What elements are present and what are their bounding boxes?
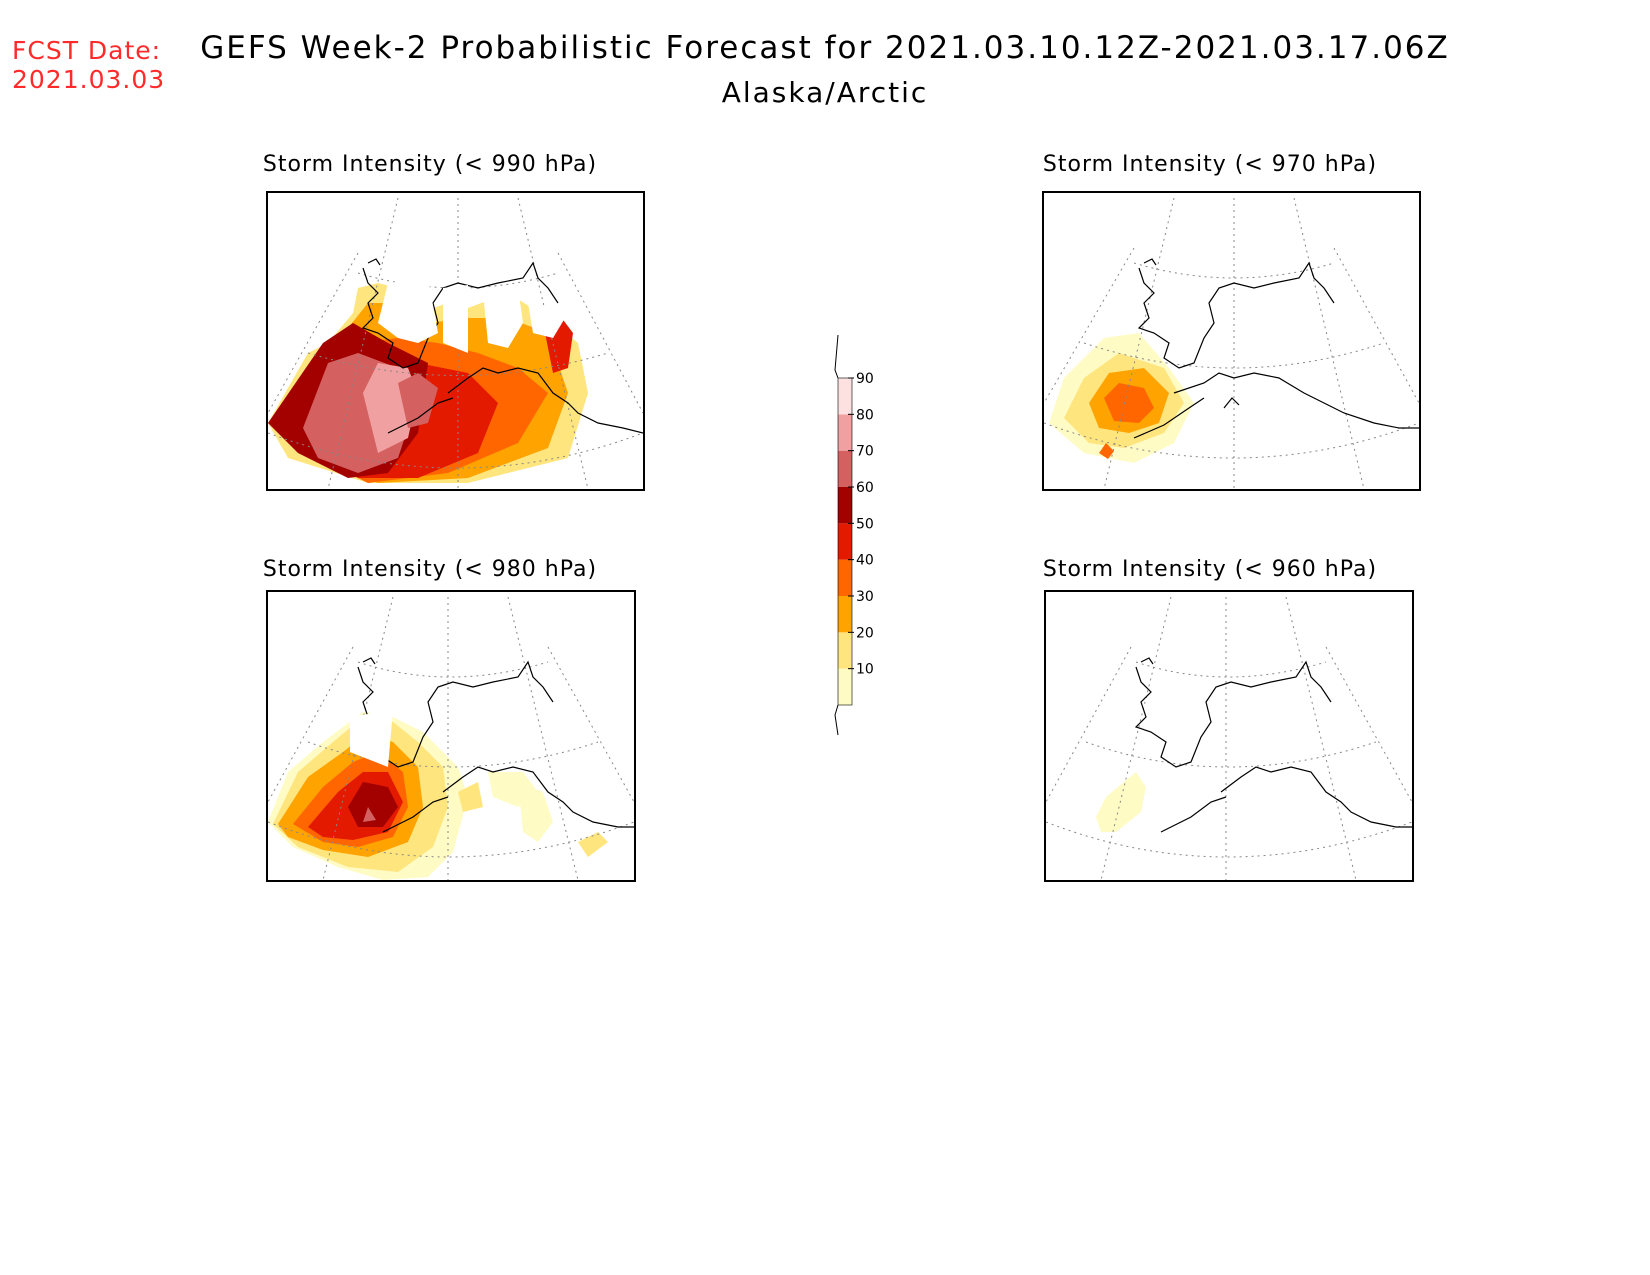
colorbar-swatch [838, 596, 852, 633]
panel-title-960: Storm Intensity (< 960 hPa) [1042, 557, 1378, 582]
colorbar-swatch [838, 414, 852, 451]
map-panel-970 [1042, 191, 1421, 491]
colorbar-tick-label: 10 [856, 662, 874, 678]
colorbar-swatch [838, 487, 852, 524]
map-990-svg [268, 197, 643, 489]
forecast-date-label: FCST Date: [12, 36, 162, 65]
probability-shading-970 [1049, 333, 1194, 463]
probability-shading-960 [1096, 772, 1146, 832]
colorbar-top-cap [834, 334, 839, 379]
no-data-mask-980 [350, 710, 393, 767]
colorbar-tick-label: 60 [856, 480, 874, 496]
grid-lines-960 [1046, 596, 1412, 880]
colorbar-tick-label: 70 [856, 444, 874, 460]
panel-title-990: Storm Intensity (< 990 hPa) [262, 152, 598, 177]
coastline-960 [1134, 657, 1412, 833]
colorbar-swatch [838, 523, 852, 560]
map-panel-980 [266, 590, 636, 882]
probability-shading-980 [268, 712, 608, 880]
colorbar-swatches [837, 377, 853, 706]
colorbar-tick-label: 20 [856, 625, 874, 641]
colorbar-tick-label: 40 [856, 553, 874, 569]
coastline-970 [1133, 258, 1419, 439]
colorbar-tick-label: 80 [856, 407, 874, 423]
colorbar-tick-label: 30 [856, 589, 874, 605]
map-panel-990 [266, 191, 645, 491]
panel-title-970: Storm Intensity (< 970 hPa) [1042, 152, 1378, 177]
forecast-date-value: 2021.03.03 [12, 65, 166, 94]
colorbar-swatch [838, 559, 852, 596]
no-data-mask-990 [378, 278, 568, 353]
page-title: GEFS Week-2 Probabilistic Forecast for 2… [200, 30, 1450, 66]
map-970-svg [1044, 197, 1419, 489]
colorbar-frame [837, 377, 853, 706]
colorbar-tick-label: 50 [856, 516, 874, 532]
colorbar-swatch [838, 668, 852, 705]
forecast-date-block: FCST Date: 2021.03.03 [12, 36, 165, 94]
grid-lines-970 [1044, 197, 1419, 489]
panel-title-980: Storm Intensity (< 980 hPa) [262, 557, 598, 582]
map-960-svg [1046, 596, 1412, 880]
colorbar-ticks: 10 20 30 40 50 60 70 80 90 [848, 371, 874, 678]
colorbar-bottom-cap [834, 704, 839, 736]
coastline-980 [356, 657, 634, 833]
page-subtitle: Alaska/Arctic [721, 76, 929, 109]
colorbar: 10 20 30 40 50 60 70 80 90 [834, 334, 874, 736]
colorbar-swatch [838, 450, 852, 487]
colorbar-swatch [838, 632, 852, 669]
map-panel-960 [1044, 590, 1414, 882]
map-980-svg [268, 596, 634, 880]
colorbar-swatch [838, 378, 852, 415]
colorbar-tick-label: 90 [856, 371, 874, 387]
